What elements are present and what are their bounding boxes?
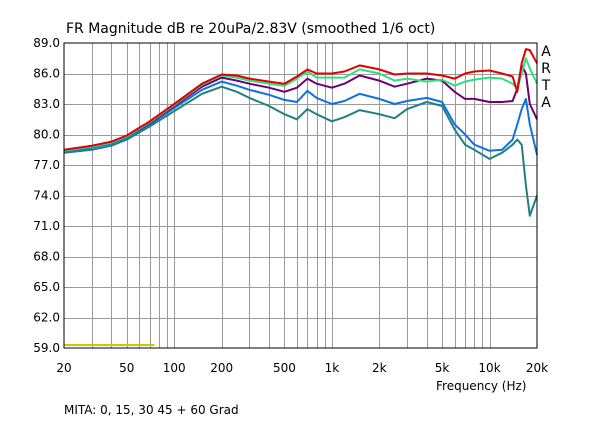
- x-axis-label: Frequency (Hz): [436, 379, 527, 393]
- series-line-3: [63, 64, 538, 152]
- brand-letter: A: [541, 44, 551, 60]
- brand-letter: A: [541, 95, 551, 111]
- y-tick-label: 86.0: [33, 67, 60, 81]
- x-tick-label: 10k: [478, 361, 500, 375]
- y-tick-label: 80.0: [33, 128, 60, 142]
- x-tick-label: 2k: [372, 361, 387, 375]
- brand-letter: T: [541, 78, 551, 94]
- y-tick-label: 62.0: [33, 311, 60, 325]
- chart-title: FR Magnitude dB re 20uPa/2.83V (smoothed…: [66, 21, 435, 37]
- series-layer: [63, 48, 538, 217]
- y-tick-label: 89.0: [33, 36, 60, 50]
- x-tick-label: 1k: [325, 361, 340, 375]
- y-tick-label: 59.0: [33, 341, 60, 355]
- x-tick-label: 5k: [435, 361, 450, 375]
- grid-lines: [64, 43, 537, 348]
- y-tick-label: 65.0: [33, 280, 60, 294]
- x-tick-label: 100: [163, 361, 186, 375]
- x-tick-labels: 20 50 100 200 500 1k 2k 5k 10k 20k: [56, 361, 548, 375]
- x-tick-label: 200: [210, 361, 233, 375]
- y-tick-label: 71.0: [33, 219, 60, 233]
- series-line-4: [63, 80, 538, 156]
- y-tick-label: 74.0: [33, 189, 60, 203]
- series-line-1: [63, 48, 538, 151]
- y-tick-label: 77.0: [33, 158, 60, 172]
- x-tick-label: 20: [56, 361, 71, 375]
- y-tick-label: 68.0: [33, 250, 60, 264]
- footer-note: MITA: 0, 15, 30 45 + 60 Grad: [64, 403, 239, 417]
- x-tick-label: 20k: [526, 361, 548, 375]
- y-tick-label: 83.0: [33, 97, 60, 111]
- series-line-5: [63, 85, 538, 217]
- plot-frame: [63, 42, 538, 349]
- y-tick-labels: 59.0 62.0 65.0 68.0 71.0 74.0 77.0 80.0 83.0 86.0…: [33, 36, 60, 355]
- x-tick-label: 500: [273, 361, 296, 375]
- brand-letter: R: [541, 61, 551, 77]
- x-tick-label: 50: [119, 361, 134, 375]
